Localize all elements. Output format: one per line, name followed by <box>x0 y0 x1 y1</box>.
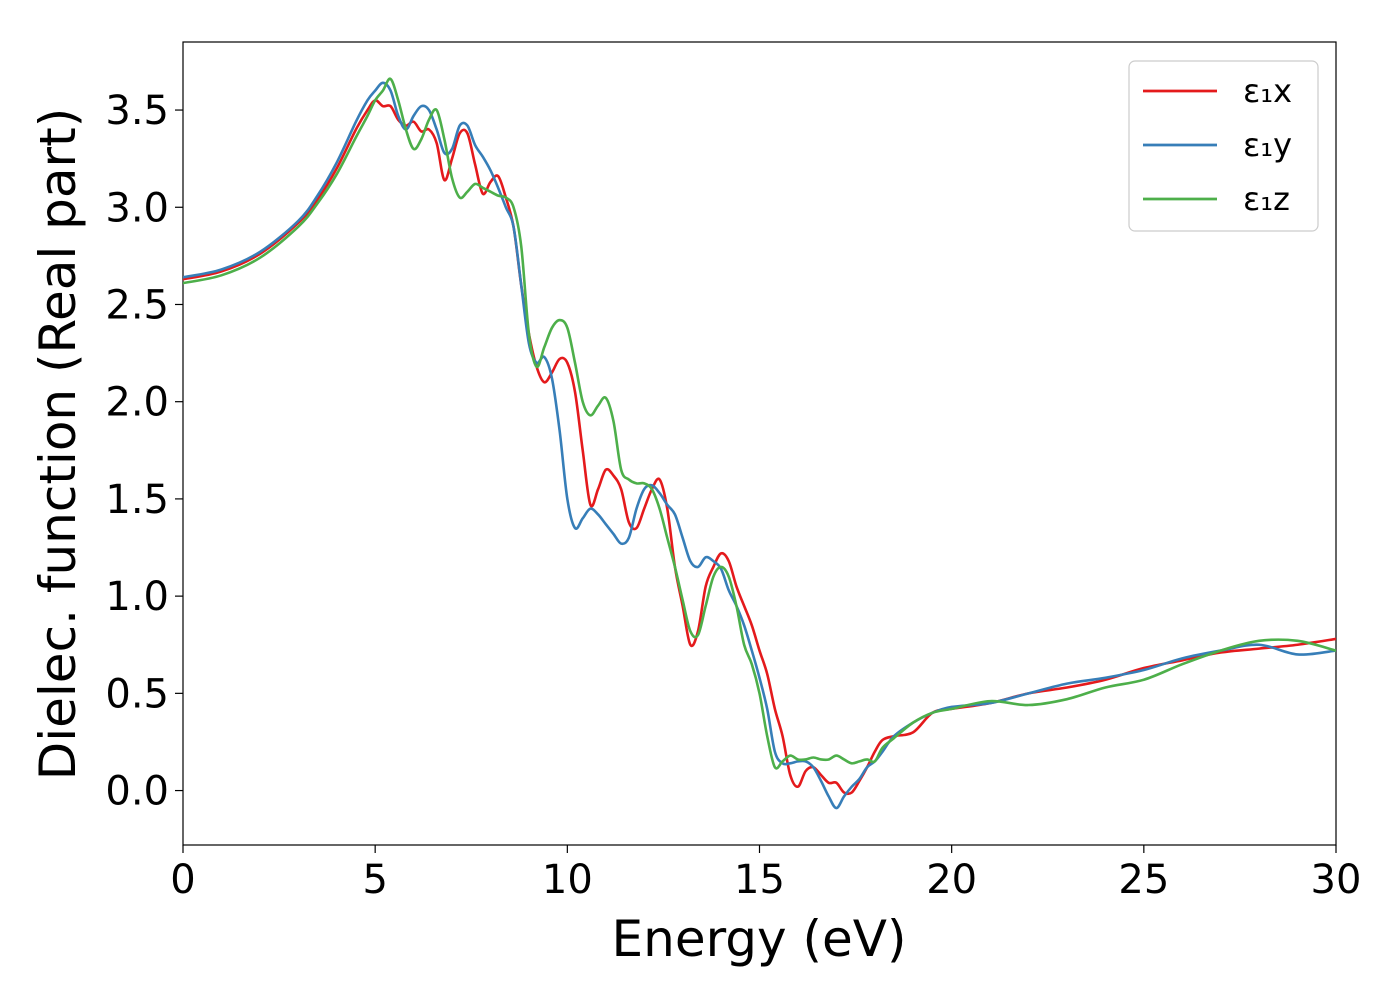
x-tick-label: 20 <box>926 857 977 903</box>
y-tick-label: 0.5 <box>105 671 169 717</box>
legend-label: ε₁y <box>1243 126 1292 164</box>
x-tick-label: 0 <box>170 857 195 903</box>
y-axis: 0.0 0.5 1.0 1.5 2.0 2.5 3.0 3.5 <box>105 88 183 815</box>
x-axis: 0 5 10 15 20 25 30 <box>170 845 1361 903</box>
y-tick-label: 3.0 <box>105 185 169 231</box>
x-tick-label: 30 <box>1311 857 1362 903</box>
legend-label: ε₁z <box>1243 180 1290 218</box>
series-layer <box>183 77 1336 810</box>
legend: ε₁x ε₁y ε₁z <box>1128 60 1319 232</box>
x-tick-label: 15 <box>734 857 785 903</box>
y-tick-label: 3.5 <box>105 88 169 134</box>
y-tick-label: 1.0 <box>105 574 169 620</box>
legend-box <box>1128 60 1319 232</box>
y-tick-label: 2.5 <box>105 282 169 328</box>
x-tick-label: 5 <box>362 857 387 903</box>
series-line-epsilon1-z <box>183 77 1336 770</box>
legend-label: ε₁x <box>1243 72 1292 110</box>
y-tick-label: 0.0 <box>105 769 169 815</box>
y-axis-title: Dielec. function (Real part) <box>29 108 87 780</box>
x-tick-label: 25 <box>1118 857 1169 903</box>
y-tick-label: 1.5 <box>105 477 169 523</box>
x-tick-label: 10 <box>542 857 593 903</box>
x-axis-title: Energy (eV) <box>612 910 907 968</box>
y-tick-label: 2.0 <box>105 380 169 426</box>
